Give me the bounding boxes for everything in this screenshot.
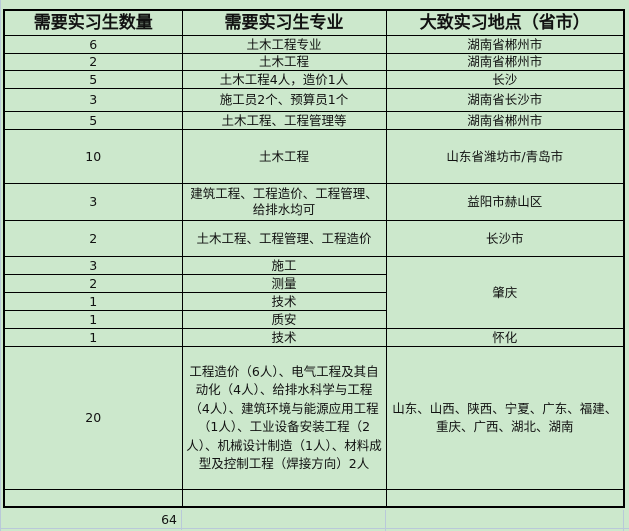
count-cell[interactable]: 2	[3, 220, 183, 257]
major-cell[interactable]: 技术	[181, 292, 387, 311]
location-cell[interactable]: 山东省潍坊市/青岛市	[385, 129, 625, 184]
location-cell[interactable]: 益阳市赫山区	[385, 183, 625, 221]
major-cell[interactable]: 技术	[181, 328, 387, 347]
total-cell[interactable]: 64	[3, 510, 182, 530]
table-row: 10 土木工程 山东省潍坊市/青岛市	[3, 129, 625, 184]
location-cell[interactable]: 怀化	[385, 328, 625, 347]
count-cell[interactable]: 6	[3, 35, 183, 54]
major-cell[interactable]: 土木工程	[181, 53, 387, 71]
count-cell[interactable]: 5	[3, 111, 183, 130]
grid-line	[385, 510, 386, 531]
table-row: 20 工程造价（6人）、电气工程及其自动化（4人）、给排水科学与工程（4人）、建…	[3, 346, 625, 490]
grid-line	[0, 528, 629, 529]
major-cell[interactable]: 施工员2个、预算员1个	[181, 88, 387, 112]
count-cell[interactable]: 1	[3, 292, 183, 311]
empty-cell[interactable]	[3, 489, 183, 507]
count-cell[interactable]: 2	[3, 53, 183, 71]
location-cell[interactable]: 湖南省长沙市	[385, 88, 625, 112]
location-cell[interactable]: 湖南省郴州市	[385, 53, 625, 71]
total-value: 64	[161, 512, 177, 527]
major-cell[interactable]: 土木工程、工程管理等	[181, 111, 387, 130]
major-cell[interactable]: 土木工程4人，造价1人	[181, 70, 387, 89]
count-cell[interactable]: 3	[3, 88, 183, 112]
location-cell[interactable]: 长沙	[385, 70, 625, 89]
table-row: 5 土木工程4人，造价1人 长沙	[3, 70, 625, 89]
location-cell[interactable]: 湖南省郴州市	[385, 35, 625, 54]
table-row: 3 施工 肇庆	[3, 256, 625, 329]
major-cell[interactable]: 质安	[181, 310, 387, 329]
major-cell[interactable]: 土木工程	[181, 129, 387, 184]
table-row: 5 土木工程、工程管理等 湖南省郴州市	[3, 111, 625, 130]
major-cell[interactable]: 施工	[181, 256, 387, 275]
count-cell[interactable]: 1	[3, 328, 183, 347]
count-cell[interactable]: 2	[3, 274, 183, 293]
location-cell[interactable]: 长沙市	[385, 220, 625, 257]
major-cell[interactable]: 土木工程、工程管理、工程造价	[181, 220, 387, 257]
count-cell[interactable]: 10	[3, 129, 183, 184]
location-cell[interactable]: 肇庆	[385, 256, 625, 329]
count-cell[interactable]: 20	[3, 346, 183, 490]
count-cell[interactable]: 1	[3, 310, 183, 329]
table-row: 2 测量	[3, 274, 624, 293]
table-row: 1 技术	[3, 292, 624, 311]
location-cell[interactable]: 山东、山西、陕西、宁夏、广东、福建、重庆、广西、湖北、湖南	[385, 346, 625, 490]
header-count[interactable]: 需要实习生数量	[3, 9, 183, 36]
table-row: 3 建筑工程、工程造价、工程管理、给排水均可 益阳市赫山区	[3, 183, 625, 221]
count-cell[interactable]: 5	[3, 70, 183, 89]
table-row: 2 土木工程、工程管理、工程造价 长沙市	[3, 220, 625, 257]
major-cell[interactable]: 工程造价（6人）、电气工程及其自动化（4人）、给排水科学与工程（4人）、建筑环境…	[181, 346, 387, 490]
grid-line	[623, 510, 624, 531]
location-cell[interactable]: 湖南省郴州市	[385, 111, 625, 130]
table-row: 6 土木工程专业 湖南省郴州市	[3, 35, 625, 54]
empty-row	[3, 489, 625, 507]
major-cell[interactable]: 测量	[181, 274, 387, 293]
count-cell[interactable]: 3	[3, 256, 183, 275]
table-row: 1 技术 怀化	[3, 328, 625, 347]
count-cell[interactable]: 3	[3, 183, 183, 221]
header-location[interactable]: 大致实习地点（省市）	[385, 9, 625, 36]
empty-cell[interactable]	[181, 489, 387, 507]
header-row: 需要实习生数量 需要实习生专业 大致实习地点（省市）	[3, 9, 625, 36]
header-major[interactable]: 需要实习生专业	[181, 9, 387, 36]
major-cell[interactable]: 土木工程专业	[181, 35, 387, 54]
empty-cell[interactable]	[385, 489, 625, 507]
table-row: 2 土木工程 湖南省郴州市	[3, 53, 625, 71]
major-cell[interactable]: 建筑工程、工程造价、工程管理、给排水均可	[181, 183, 387, 221]
internship-table: 需要实习生数量 需要实习生专业 大致实习地点（省市） 6 土木工程专业 湖南省郴…	[3, 9, 625, 508]
table-row: 3 施工员2个、预算员1个 湖南省长沙市	[3, 88, 625, 112]
